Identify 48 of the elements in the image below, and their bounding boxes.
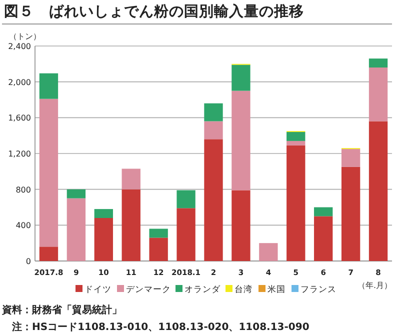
- y-tick-label: 1,600: [8, 114, 31, 123]
- bar: [39, 98, 58, 247]
- bar: [368, 121, 388, 261]
- chart-title: 図５ ばれいしょでん粉の国別輸入量の推移: [4, 3, 304, 20]
- y-tick-label: 800: [16, 185, 31, 194]
- bar: [341, 166, 360, 261]
- y-axis-title: （トン）: [9, 32, 41, 41]
- text: 資料：財務省「貿易統計」: [1, 304, 122, 316]
- bar: [232, 64, 250, 91]
- bar: [259, 243, 278, 261]
- y-tick-label: 2,000: [8, 78, 31, 87]
- y-tick-label: 1,200: [8, 150, 31, 158]
- legend-label: デンマーク: [126, 285, 171, 295]
- bar: [66, 189, 86, 198]
- y-tick-label: 400: [16, 221, 31, 230]
- bar: [341, 149, 360, 167]
- x-axis-title: （年.月）: [357, 281, 392, 290]
- bar: [204, 139, 223, 261]
- bar: [122, 189, 140, 261]
- bar: [94, 218, 113, 261]
- legend-label: 米国: [268, 284, 286, 295]
- y-tick-label: 0: [26, 257, 31, 266]
- bar: [286, 145, 306, 261]
- bar: [232, 90, 250, 190]
- bar: [94, 209, 113, 218]
- bar: [204, 103, 223, 122]
- bar: [286, 132, 306, 141]
- legend-label: ドイツ: [84, 285, 112, 295]
- bar: [368, 68, 388, 122]
- bar: [176, 190, 196, 208]
- bar: [232, 190, 250, 261]
- text: 注：HSコード1108.13-010、1108.13-020、1108.13-090: [11, 321, 310, 333]
- bar: [66, 198, 86, 261]
- bar: [368, 58, 388, 68]
- legend-label: オランダ: [184, 284, 222, 295]
- bar: [39, 246, 58, 261]
- bar: [149, 228, 168, 238]
- legend-label: フランス: [300, 285, 336, 295]
- bar: [176, 208, 196, 261]
- bar: [286, 140, 306, 146]
- y-tick-label: 2,400: [8, 42, 31, 51]
- bar: [314, 207, 333, 216]
- bar: [314, 216, 333, 261]
- bar: [39, 73, 58, 99]
- bar: [122, 168, 140, 190]
- bar: [149, 238, 168, 261]
- bar: [204, 121, 223, 140]
- legend-label: 台湾: [234, 284, 252, 295]
